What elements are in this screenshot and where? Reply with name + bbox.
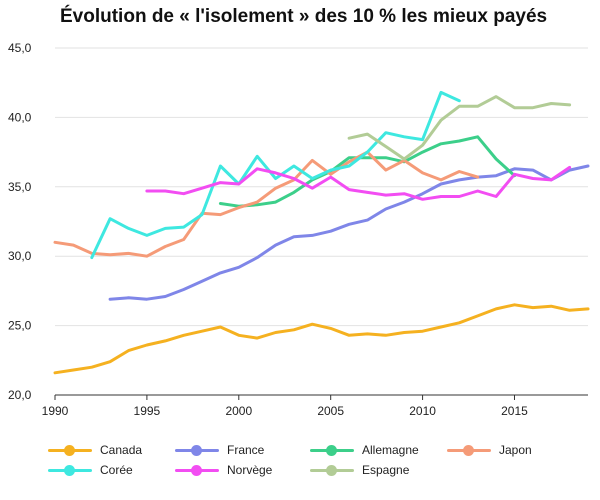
x-tick-label: 1990 [42,404,69,418]
legend-swatch [310,443,354,457]
series-line-canada [53,303,590,375]
legend-swatch [175,443,219,457]
legend-swatch [175,463,219,477]
y-tick-label: 30,0 [8,249,32,263]
legend-item-coree: Corée [48,463,133,477]
legend-label: Corée [100,463,133,477]
y-tick-label: 20,0 [8,388,32,402]
legend-label: Allemagne [362,443,419,457]
legend-label: Norvège [227,463,273,477]
series-line-allemagne [218,135,516,208]
legend-item-espagne: Espagne [310,463,409,477]
series-line-espagne [347,95,572,161]
legend-swatch [310,463,354,477]
y-tick-label: 35,0 [8,180,32,194]
chart-title: Évolution de « l'isolement » des 10 % le… [60,6,548,27]
legend-swatch [48,463,92,477]
series-line-france [108,164,590,301]
x-tick-label: 2010 [409,404,436,418]
legend-label: Japon [499,443,532,457]
series-line-coree [90,90,461,260]
legend-label: France [227,443,265,457]
legend-item-canada: Canada [48,443,142,457]
y-tick-label: 25,0 [8,319,32,333]
legend-swatch [48,443,92,457]
legend-label: Espagne [362,463,410,477]
x-tick-label: 1995 [134,404,161,418]
y-tick-label: 40,0 [8,110,32,124]
legend-item-allemagne: Allemagne [310,443,419,457]
x-tick-label: 2000 [225,404,252,418]
series-line-japon [53,150,480,258]
x-tick-label: 2015 [501,404,528,418]
y-tick-label: 45,0 [8,41,32,55]
x-tick-label: 2005 [317,404,344,418]
legend-item-japon: Japon [447,443,532,457]
legend-swatch [447,443,491,457]
legend-item-france: France [175,443,264,457]
legend-label: Canada [100,443,143,457]
series-line-norvege [145,165,572,201]
legend-item-norvege: Norvège [175,463,272,477]
